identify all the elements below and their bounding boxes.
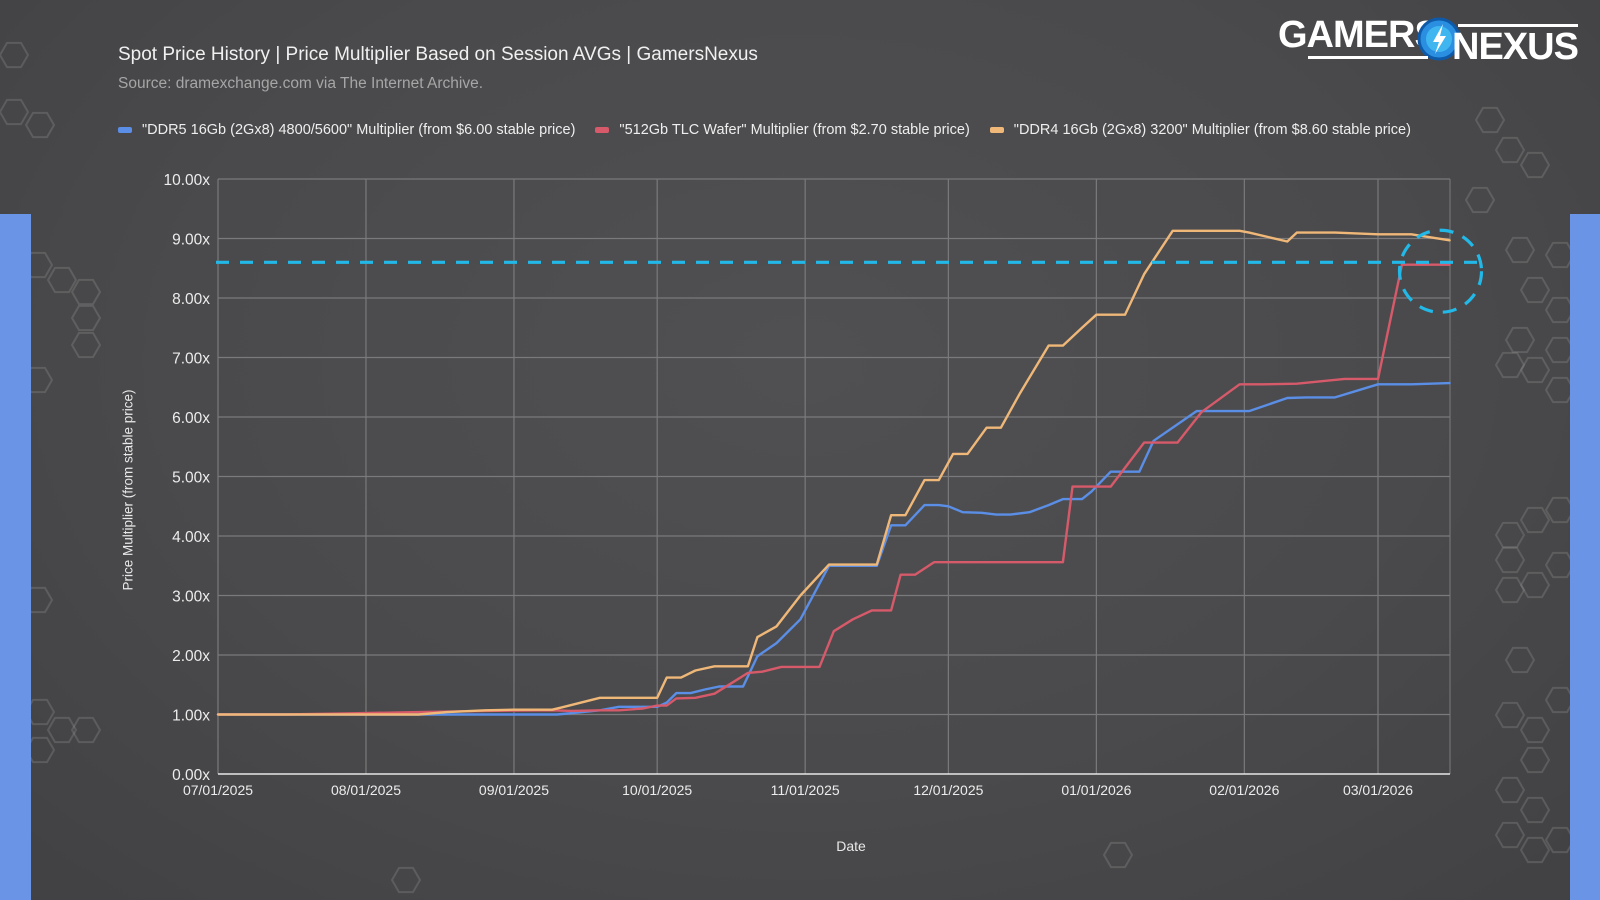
hexagon-decoration bbox=[1494, 521, 1526, 549]
hexagon-decoration bbox=[1494, 351, 1526, 379]
x-tick-label: 01/01/2026 bbox=[1061, 782, 1131, 798]
logo-emblem-icon bbox=[1417, 17, 1461, 61]
hexagon-decoration bbox=[70, 716, 102, 744]
right-accent-bar bbox=[1570, 214, 1600, 900]
hexagon-decoration bbox=[24, 111, 56, 139]
hexagon-decoration bbox=[1519, 836, 1551, 864]
logo-underline-left bbox=[1308, 56, 1428, 59]
y-tick-label: 3.00x bbox=[172, 589, 210, 606]
y-tick-label: 9.00x bbox=[172, 232, 210, 249]
y-tick-label: 0.00x bbox=[172, 767, 210, 784]
hexagon-decoration bbox=[1519, 506, 1551, 534]
legend-swatch-wafer bbox=[595, 127, 610, 133]
legend-label-wafer: "512Gb TLC Wafer" Multiplier (from $2.70… bbox=[619, 122, 970, 138]
gamersnexus-logo: GAMERS NEXUS bbox=[1278, 12, 1590, 74]
legend-item-wafer[interactable]: "512Gb TLC Wafer" Multiplier (from $2.70… bbox=[595, 122, 970, 138]
hexagon-decoration bbox=[1544, 551, 1576, 579]
hexagon-decoration bbox=[1519, 571, 1551, 599]
hexagon-decoration bbox=[70, 331, 102, 359]
hexagon-decoration bbox=[1544, 241, 1576, 269]
hexagon-decoration bbox=[1494, 701, 1526, 729]
x-tick-label: 10/01/2025 bbox=[622, 782, 692, 798]
legend-label-ddr5: "DDR5 16Gb (2Gx8) 4800/5600" Multiplier … bbox=[142, 122, 576, 138]
hexagon-decoration bbox=[70, 304, 102, 332]
hexagon-decoration bbox=[1519, 151, 1551, 179]
hexagon-decoration bbox=[1544, 686, 1576, 714]
hexagon-decoration bbox=[1474, 106, 1506, 134]
hexagon-decoration bbox=[46, 266, 78, 294]
x-tick-label: 12/01/2025 bbox=[913, 782, 983, 798]
legend-label-ddr4: "DDR4 16Gb (2Gx8) 3200" Multiplier (from… bbox=[1013, 122, 1411, 138]
hexagon-decoration bbox=[70, 278, 102, 306]
y-tick-label: 8.00x bbox=[172, 291, 210, 308]
y-tick-label: 10.00x bbox=[163, 172, 210, 189]
series-line-ddr4 bbox=[216, 229, 1451, 716]
logo-overline-right bbox=[1458, 24, 1578, 27]
chart-legend: "DDR5 16Gb (2Gx8) 4800/5600" Multiplier … bbox=[118, 122, 1411, 138]
hexagon-decoration bbox=[1544, 336, 1576, 364]
legend-item-ddr5[interactable]: "DDR5 16Gb (2Gx8) 4800/5600" Multiplier … bbox=[118, 122, 575, 138]
legend-item-ddr4[interactable]: "DDR4 16Gb (2Gx8) 3200" Multiplier (from… bbox=[989, 122, 1411, 138]
hexagon-decoration bbox=[1102, 841, 1134, 869]
series-line-ddr5 bbox=[216, 381, 1451, 716]
y-tick-label: 6.00x bbox=[172, 410, 210, 427]
hexagon-decoration bbox=[1544, 496, 1576, 524]
x-tick-label: 11/01/2025 bbox=[771, 782, 840, 798]
x-axis-label: Date bbox=[836, 838, 866, 854]
hexagon-decoration bbox=[1494, 546, 1526, 574]
x-axis-ticks: 07/01/2025 08/01/2025 09/01/2025 10/01/2025… bbox=[183, 782, 1413, 798]
chart-subtitle: Source: dramexchange.com via The Interne… bbox=[118, 75, 484, 92]
logo-text-right: NEXUS bbox=[1452, 26, 1579, 68]
y-tick-label: 2.00x bbox=[172, 648, 210, 665]
hexagon-decoration bbox=[1494, 136, 1526, 164]
hexagon-decoration bbox=[1504, 236, 1536, 264]
highlight-dashed-circle bbox=[1397, 228, 1484, 314]
x-tick-label: 07/01/2025 bbox=[183, 782, 253, 798]
annotations bbox=[216, 228, 1484, 314]
hexagon-decoration bbox=[1544, 376, 1576, 404]
hexagon-decoration bbox=[1519, 716, 1551, 744]
hexagon-decoration bbox=[1544, 826, 1576, 854]
hexagon-decoration bbox=[1494, 776, 1526, 804]
left-accent-bar bbox=[0, 214, 31, 900]
x-tick-label: 03/01/2026 bbox=[1343, 782, 1413, 798]
y-tick-label: 1.00x bbox=[172, 708, 210, 725]
hexagon-decoration bbox=[0, 41, 30, 69]
hexagon-decoration bbox=[46, 716, 78, 744]
x-tick-label: 08/01/2025 bbox=[331, 782, 401, 798]
hexagon-decoration bbox=[1504, 326, 1536, 354]
y-tick-label: 5.00x bbox=[172, 470, 210, 487]
series-lines bbox=[216, 229, 1451, 716]
y-tick-label: 4.00x bbox=[172, 529, 210, 546]
y-axis-ticks: 0.00x 1.00x 2.00x 3.00x 4.00x 5.00x 6.00x 7.00x… bbox=[163, 172, 210, 784]
legend-swatch-ddr5 bbox=[118, 127, 132, 133]
hexagon-decoration bbox=[1519, 356, 1551, 384]
hexagon-decoration bbox=[1519, 276, 1551, 304]
hexagon-decoration bbox=[1504, 646, 1536, 674]
hexagon-decoration bbox=[1494, 821, 1526, 849]
grid-lines bbox=[217, 178, 1451, 775]
y-axis-label: Price Multiplier (from stable price) bbox=[120, 389, 136, 591]
hexagon-decoration bbox=[1494, 576, 1526, 604]
hexagon-decoration bbox=[1519, 796, 1551, 824]
logo-text-left: GAMERS bbox=[1278, 14, 1440, 56]
hexagon-decoration bbox=[1519, 746, 1551, 774]
chart-title: Spot Price History | Price Multiplier Ba… bbox=[118, 44, 758, 65]
legend-swatch-ddr4 bbox=[989, 127, 1004, 133]
x-tick-label: 09/01/2025 bbox=[479, 782, 549, 798]
hexagon-decoration bbox=[1544, 296, 1576, 324]
hexagon-decoration bbox=[0, 98, 30, 126]
series-line-wafer bbox=[216, 263, 1451, 716]
hexagon-decoration bbox=[1464, 186, 1496, 214]
x-tick-label: 02/01/2026 bbox=[1209, 782, 1279, 798]
hexagon-decoration bbox=[390, 866, 422, 894]
y-tick-label: 7.00x bbox=[172, 351, 210, 368]
